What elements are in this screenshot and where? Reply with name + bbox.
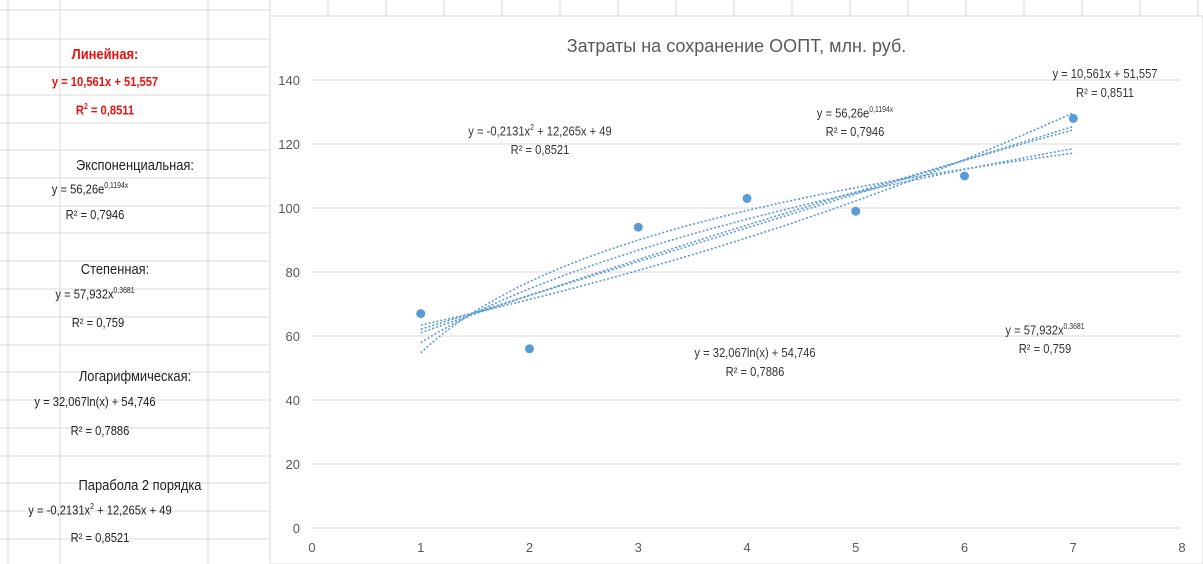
- x-tick-label: 7: [1070, 540, 1077, 555]
- x-tick-label: 3: [635, 540, 642, 555]
- y-tick-label: 140: [278, 73, 300, 88]
- linear-annotation-equation: y = 10,561x + 51,557: [1052, 66, 1158, 81]
- data-point[interactable]: [960, 171, 969, 181]
- power-annotation-equation: y = 57,932x0,3681: [1005, 322, 1085, 338]
- power-annotation: y = 57,932x0,3681 R² = 0,759: [985, 317, 1105, 358]
- chart-area[interactable]: [269, 15, 1203, 564]
- trendline-exponential: [420, 111, 1074, 326]
- linear-annotation-r2: R² = 0,8511: [1076, 85, 1134, 100]
- power-equation: y = 57,932x0,3681: [55, 286, 135, 302]
- exponential-r2: R² = 0,7946: [65, 207, 125, 222]
- parabola-r2: R² = 0,8521: [70, 530, 130, 545]
- x-tick-label: 6: [961, 540, 968, 555]
- x-tick-label: 1: [417, 540, 424, 555]
- x-tick-label: 0: [308, 540, 315, 555]
- trendline-logarithmic: [420, 152, 1074, 354]
- exp-r2: R² = 0,7946: [825, 124, 885, 140]
- log-annotation-r2: R² = 0,7886: [725, 364, 785, 379]
- x-tick-label: 5: [852, 540, 859, 555]
- x-tick-label: 8: [1178, 540, 1185, 555]
- data-point[interactable]: [416, 309, 426, 319]
- exp-annotation: y = 56,26e0,1194x R² = 0,7946: [799, 100, 911, 141]
- exp-equation: y = 56,26e0,1194x: [816, 105, 894, 121]
- parabola-title: Парабола 2 порядка: [78, 477, 202, 494]
- data-point[interactable]: [633, 222, 643, 232]
- log-annotation: y = 32,067ln(x) + 54,746 R² = 0,7886: [678, 343, 833, 381]
- y-tick-label: 40: [286, 393, 300, 408]
- data-point[interactable]: [525, 344, 534, 354]
- log-title: Логарифмическая:: [78, 368, 192, 385]
- y-tick-label: 60: [286, 329, 300, 344]
- poly-equation: y = -0,2131x2 + 12,265x + 49: [468, 123, 612, 139]
- log-equation: y = 32,067ln(x) + 54,746: [34, 394, 156, 409]
- power-title: Степенная:: [80, 261, 150, 278]
- linear-equation: y = 10,561x + 51,557: [51, 74, 159, 89]
- log-r2: R² = 0,7886: [70, 423, 130, 438]
- chart-title: Затраты на сохранение ООПТ, млн. руб.: [566, 36, 907, 56]
- exponential-equation: y = 56,26e0,1194x: [51, 181, 129, 197]
- linear-title: Линейная:: [71, 46, 139, 63]
- poly-r2: R² = 0,8521: [510, 142, 570, 158]
- data-point[interactable]: [742, 193, 752, 203]
- y-tick-label: 100: [278, 201, 300, 216]
- y-tick-label: 80: [286, 265, 300, 280]
- exponential-title: Экспоненциальная:: [76, 157, 194, 174]
- y-tick-label: 0: [293, 521, 300, 536]
- linear-r2: R2 = 0,8511: [75, 102, 135, 118]
- data-point[interactable]: [851, 206, 861, 216]
- log-annotation-equation: y = 32,067ln(x) + 54,746: [694, 345, 816, 360]
- poly-annotation: y = -0,2131x2 + 12,265x + 49 R² = 0,8521: [445, 118, 634, 159]
- x-tick-label: 4: [743, 540, 750, 555]
- linear-annotation: y = 10,561x + 51,557 R² = 0,8511: [1041, 64, 1170, 102]
- x-tick-label: 2: [526, 540, 533, 555]
- data-point[interactable]: [1068, 113, 1078, 123]
- power-annotation-r2: R² = 0,759: [1018, 341, 1072, 357]
- parabola-equation: y = -0,2131x2 + 12,265x + 49: [28, 502, 172, 518]
- power-r2: R² = 0,759: [71, 315, 125, 330]
- y-tick-label: 20: [286, 457, 300, 472]
- y-tick-label: 120: [278, 137, 300, 152]
